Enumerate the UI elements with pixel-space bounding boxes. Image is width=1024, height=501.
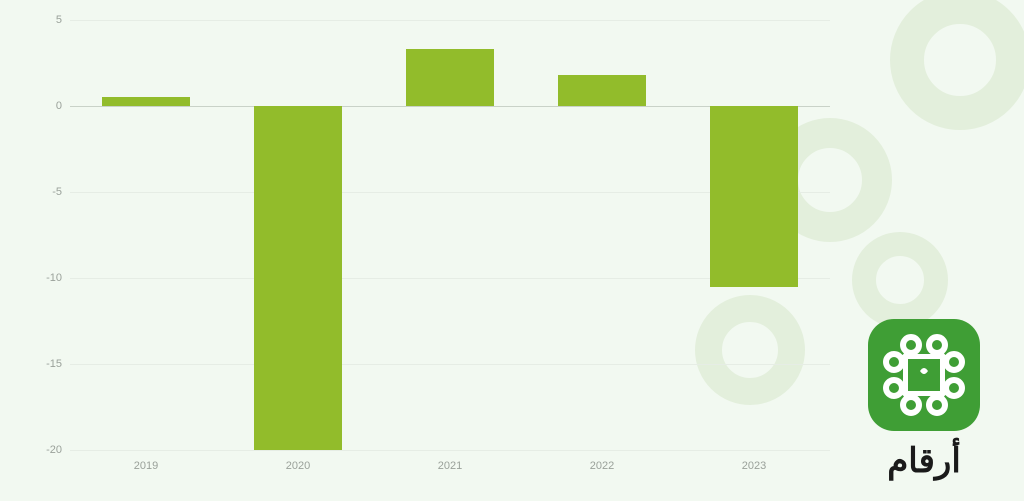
- gridline: [70, 20, 830, 21]
- y-axis-tick-label: 5: [56, 14, 70, 26]
- brand-logo-icon: [864, 315, 984, 435]
- gridline: [70, 364, 830, 365]
- y-axis-tick-label: 0: [56, 100, 70, 112]
- y-axis-tick-label: -15: [46, 358, 70, 370]
- canvas: -20-15-10-50520192020202120222023 أرقام: [0, 0, 1024, 501]
- x-axis-tick-label: 2022: [590, 450, 614, 472]
- y-axis-tick-label: -10: [46, 272, 70, 284]
- y-axis-tick-label: -20: [46, 444, 70, 456]
- bar: [710, 106, 798, 287]
- x-axis-tick-label: 2019: [134, 450, 158, 472]
- brand-label: أرقام: [844, 441, 1004, 481]
- x-axis-tick-label: 2020: [286, 450, 310, 472]
- x-axis-tick-label: 2021: [438, 450, 462, 472]
- y-axis-tick-label: -5: [52, 186, 70, 198]
- bar: [406, 49, 494, 106]
- plot-area: -20-15-10-50520192020202120222023: [70, 20, 830, 450]
- bar-chart: -20-15-10-50520192020202120222023: [70, 20, 830, 450]
- x-axis-tick-label: 2023: [742, 450, 766, 472]
- bar: [558, 75, 646, 106]
- bar: [102, 97, 190, 106]
- bar: [254, 106, 342, 450]
- brand-block: أرقام: [844, 315, 1004, 481]
